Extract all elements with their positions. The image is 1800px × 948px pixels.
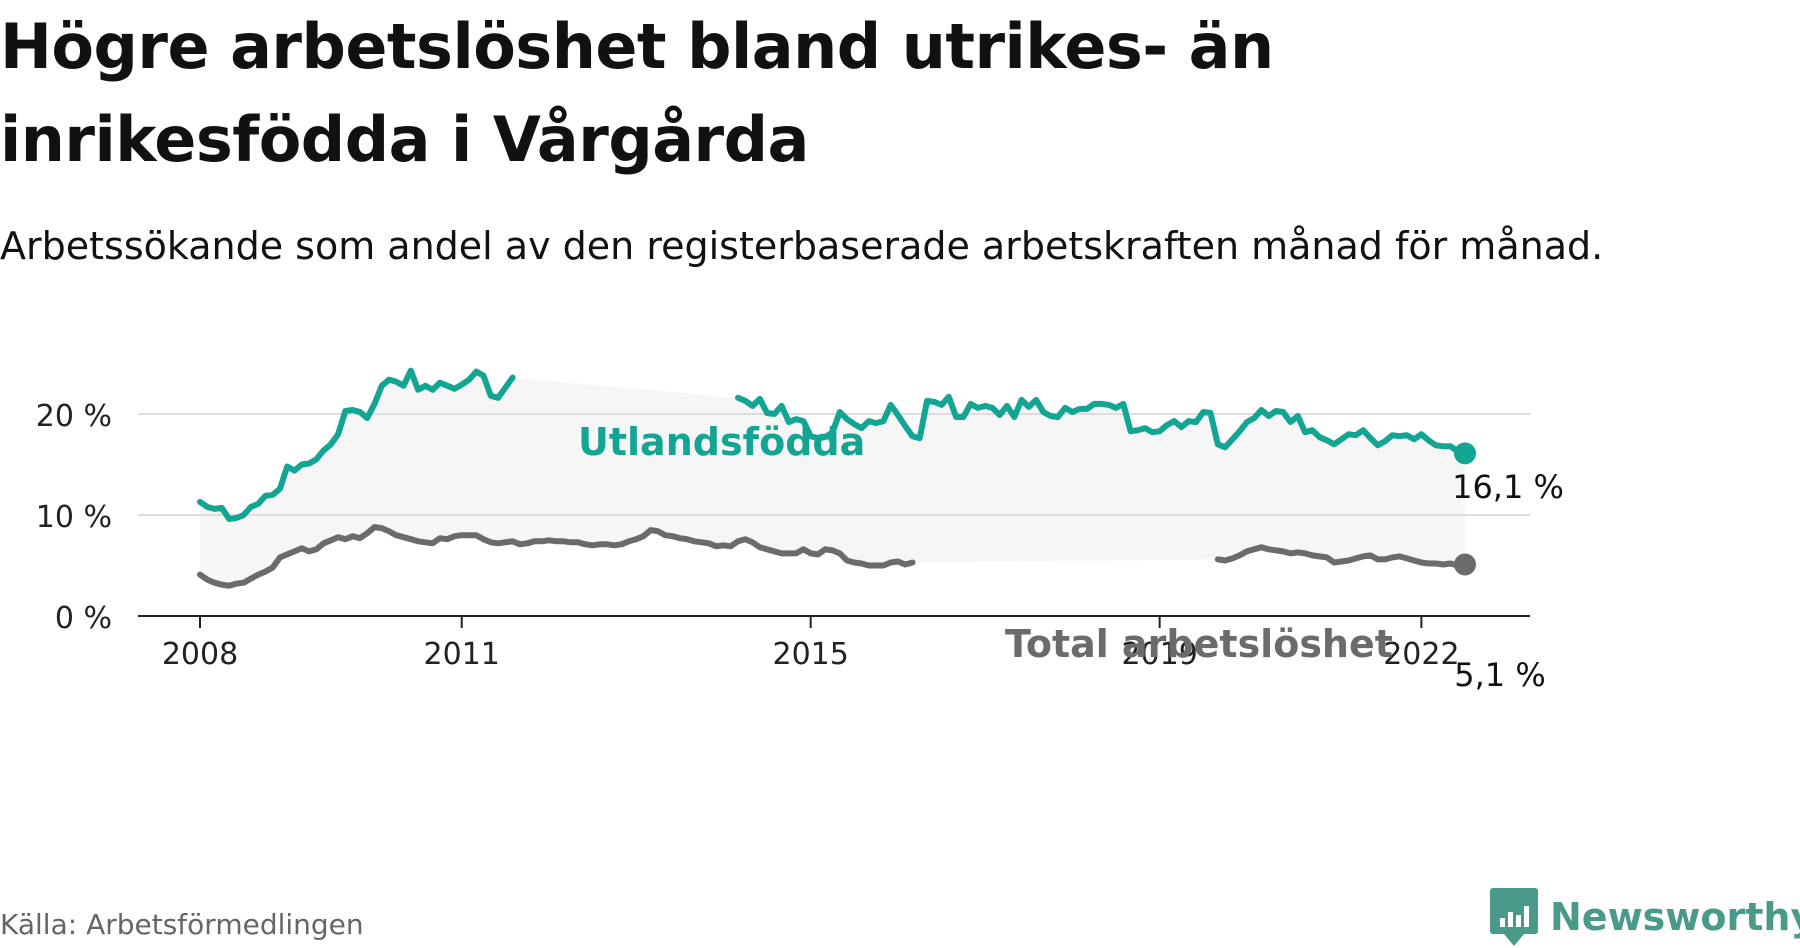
source-note: Källa: Arbetsförmedlingen [0, 908, 364, 941]
series-line-1 [197, 524, 1468, 589]
series-label-utlandsfodda: Utlandsfödda [578, 420, 865, 464]
end-value-utlandsfodda: 16,1 % [1452, 468, 1564, 506]
y-tick-label: 20 % [36, 399, 112, 434]
brand-name: Newsworthy [1550, 895, 1800, 939]
series-band-layer [200, 370, 1465, 586]
series-end-marker-1 [1454, 553, 1476, 576]
y-tick-label: 0 % [55, 601, 112, 636]
series-end-marker-0 [1454, 442, 1476, 465]
x-tick-label: 2011 [424, 637, 500, 672]
axis-layer: 0 % 10 % 20 % 2008 2011 2015 2019 2022 [36, 399, 1530, 672]
x-tick-label: 2019 [1121, 637, 1197, 672]
chart-title: Högre arbetslöshet bland utrikes- än inr… [0, 10, 1274, 176]
x-tick-label: 2008 [162, 637, 238, 672]
series-layer [197, 367, 1476, 589]
brand-logo: Newsworthy [1490, 888, 1800, 946]
chart-subtitle: Arbetssökande som andel av den registerb… [0, 224, 1604, 268]
x-tick-label: 2022 [1383, 637, 1459, 672]
end-value-total: 5,1 % [1454, 656, 1545, 694]
label-layer: Utlandsfödda Total arbetslöshet 16,1 % 5,1 … [578, 420, 1564, 694]
series-label-total: Total arbetslöshet [1005, 622, 1393, 666]
newsworthy-logo-icon [1490, 888, 1538, 946]
y-tick-label: 10 % [36, 500, 112, 535]
series-line-0 [197, 367, 1468, 522]
x-tick-label: 2015 [773, 637, 849, 672]
range-band [200, 370, 1465, 586]
